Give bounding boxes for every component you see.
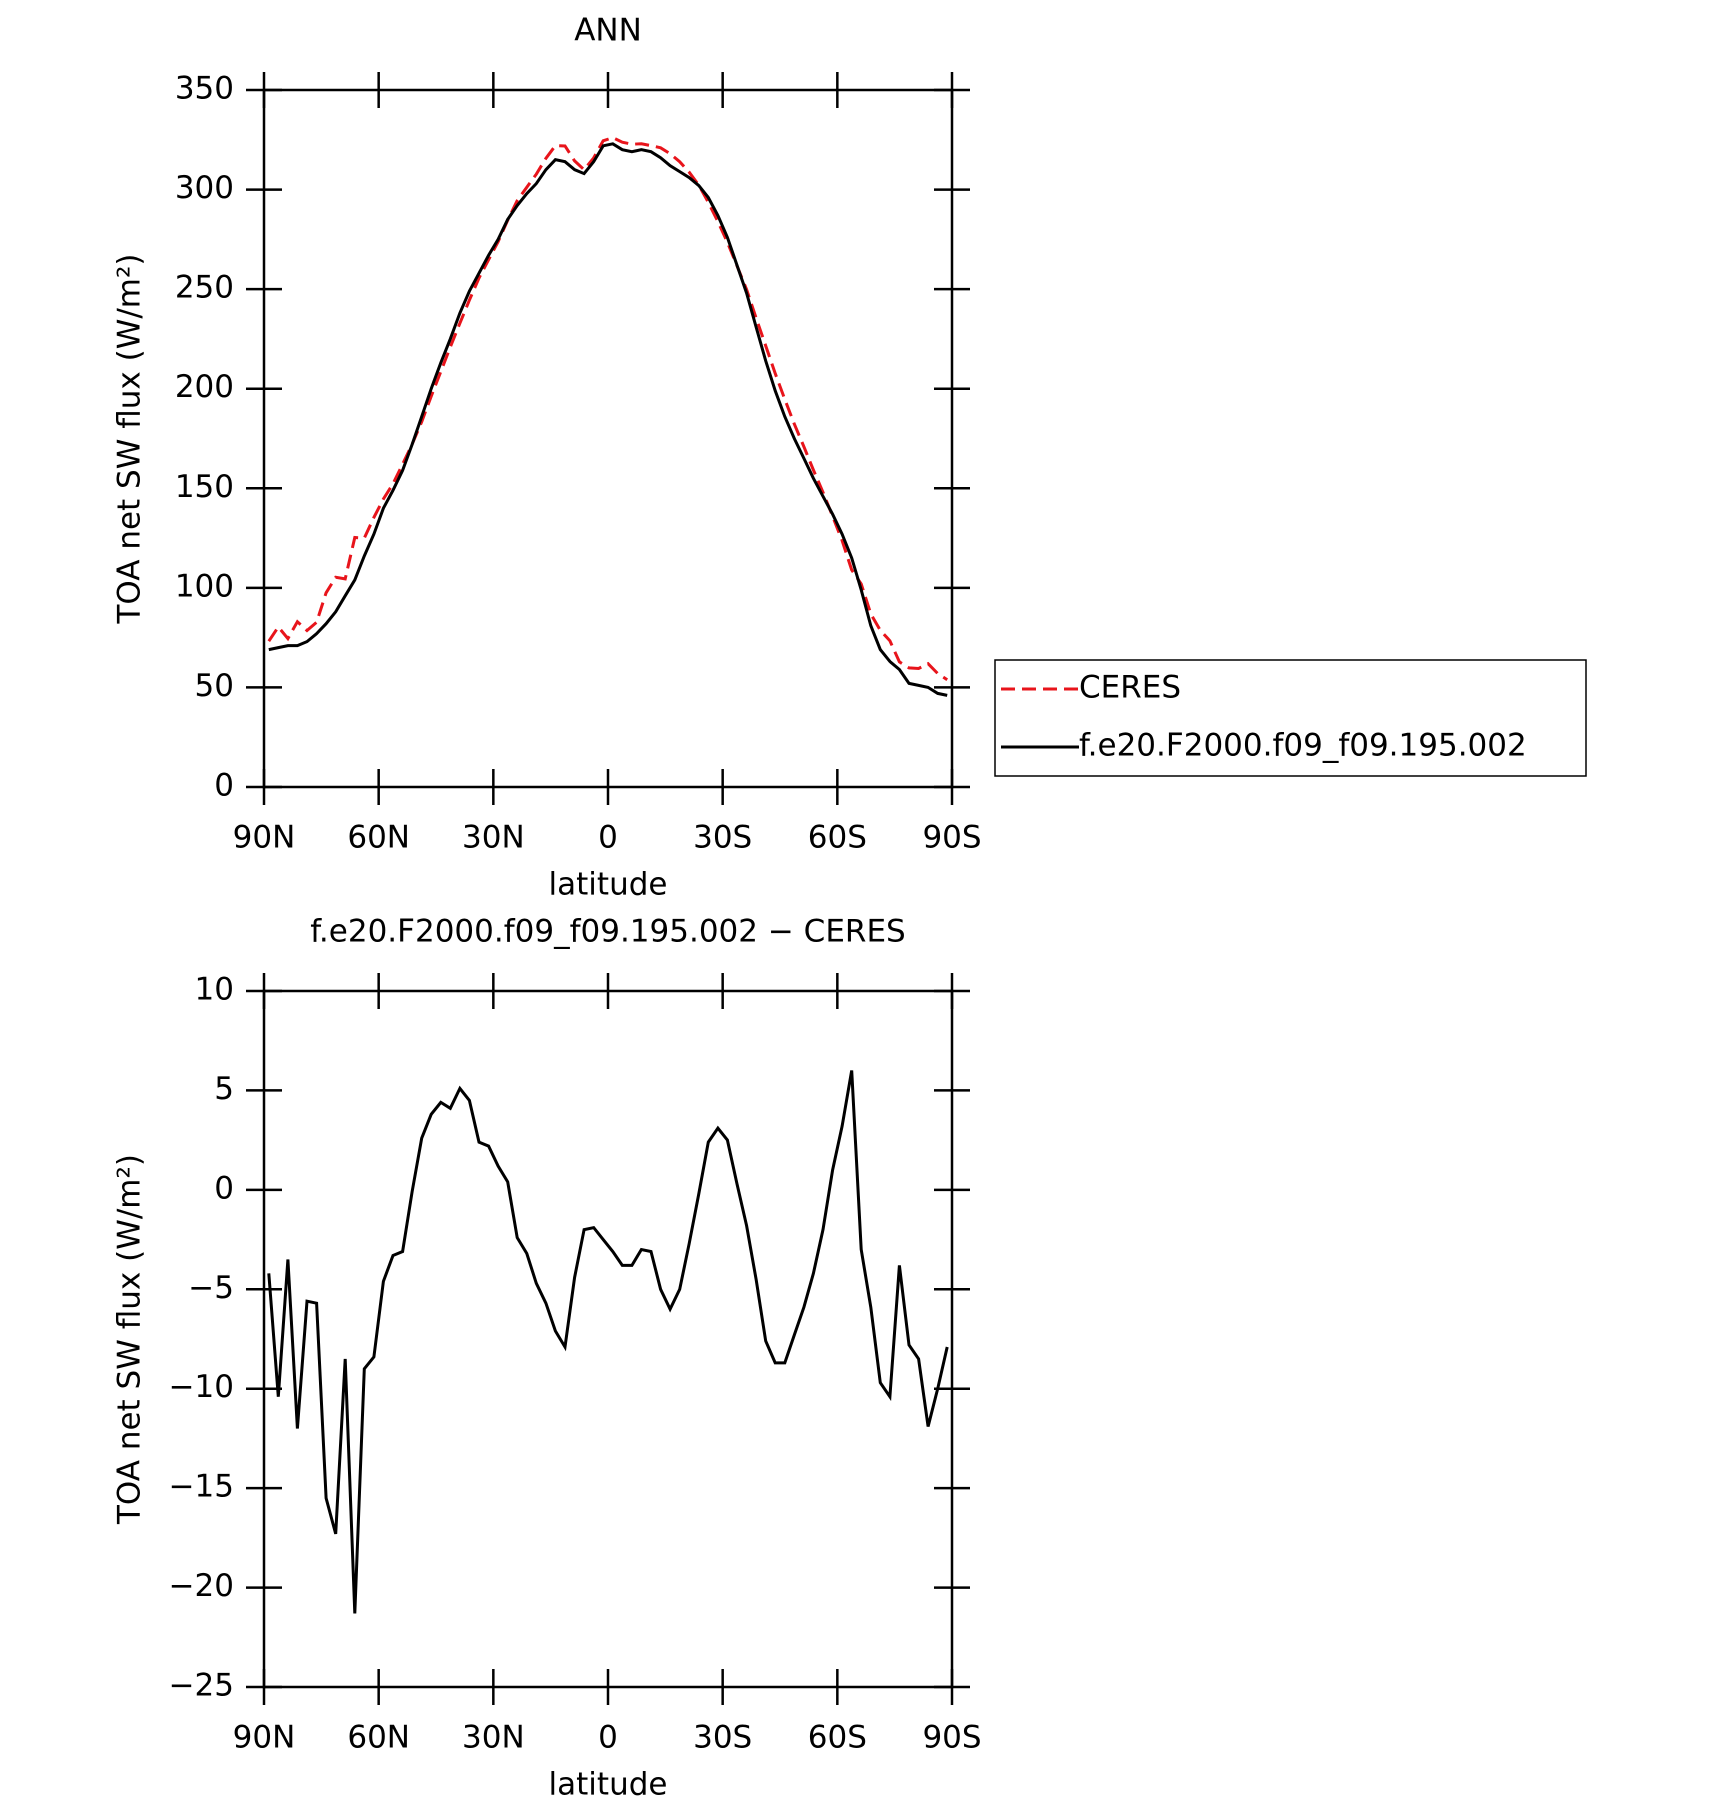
x-tick-label: 60N xyxy=(347,820,410,856)
x-tick-label: 90N xyxy=(233,820,296,856)
data-line xyxy=(267,1070,949,1614)
y-tick-label: −15 xyxy=(169,1469,234,1505)
legend-label: CERES xyxy=(1079,670,1181,706)
y-tick-label: 50 xyxy=(195,668,234,704)
legend-label: f.e20.F2000.f09_f09.195.002 xyxy=(1079,728,1527,764)
y-tick-label: 100 xyxy=(175,568,234,604)
chart-title: f.e20.F2000.f09_f09.195.002 − CERES xyxy=(310,914,905,950)
y-tick-label: −25 xyxy=(169,1668,234,1704)
x-tick-label: 60N xyxy=(347,1720,410,1756)
y-axis-label: TOA net SW flux (W/m²) xyxy=(112,253,148,624)
y-tick-label: −10 xyxy=(169,1369,234,1405)
y-tick-label: 250 xyxy=(175,270,234,306)
y-tick-label: −20 xyxy=(169,1568,234,1604)
y-tick-label: −5 xyxy=(188,1270,234,1306)
y-tick-label: 0 xyxy=(214,1170,234,1206)
x-axis-label: latitude xyxy=(549,867,668,903)
x-tick-label: 0 xyxy=(598,1720,618,1756)
y-tick-label: 0 xyxy=(214,768,234,804)
x-tick-label: 90S xyxy=(922,1720,981,1756)
x-tick-label: 30S xyxy=(693,820,752,856)
x-tick-label: 60S xyxy=(808,820,867,856)
x-axis-label: latitude xyxy=(549,1767,668,1803)
y-tick-label: 350 xyxy=(175,71,234,107)
x-tick-label: 30S xyxy=(693,1720,752,1756)
legend: CERES f.e20.F2000.f09_f09.195.002 xyxy=(994,659,1587,777)
y-tick-label: 300 xyxy=(175,170,234,206)
x-tick-label: 60S xyxy=(808,1720,867,1756)
x-tick-label: 90N xyxy=(233,1720,296,1756)
y-tick-label: 200 xyxy=(175,369,234,405)
data-line xyxy=(267,135,949,681)
x-tick-label: 30N xyxy=(462,820,525,856)
x-tick-label: 30N xyxy=(462,1720,525,1756)
y-tick-label: 150 xyxy=(175,469,234,505)
legend-box xyxy=(994,659,1587,777)
x-tick-label: 90S xyxy=(922,820,981,856)
y-tick-label: 5 xyxy=(214,1071,234,1107)
y-axis-label: TOA net SW flux (W/m²) xyxy=(112,1154,148,1525)
plot-frame xyxy=(262,88,954,789)
x-tick-label: 0 xyxy=(598,820,618,856)
chart-title: ANN xyxy=(574,13,642,49)
y-tick-label: 10 xyxy=(195,972,234,1008)
data-line xyxy=(268,142,948,697)
